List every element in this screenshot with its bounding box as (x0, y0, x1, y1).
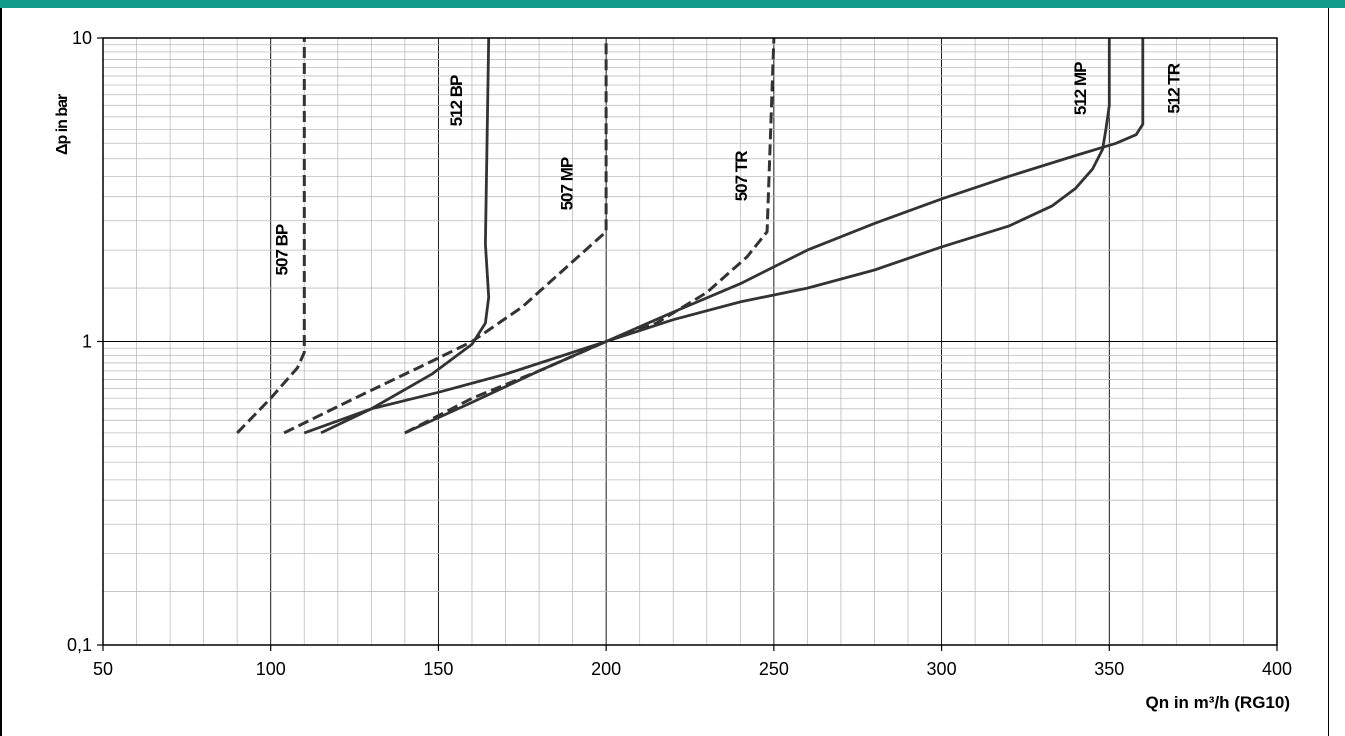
series-label: 507 BP (273, 224, 292, 275)
y-tick-label: 10 (72, 28, 92, 48)
series-line (320, 37, 491, 435)
series-label: 507 MP (558, 157, 577, 210)
series-label: 507 TR (732, 151, 751, 201)
series-labels: 507 BP 512 BP 507 MP 507 TR 512 MP 512 TR (273, 62, 1184, 276)
y-tick-label: 0,1 (67, 635, 92, 655)
series-line (404, 37, 776, 435)
series-line (283, 38, 608, 435)
series-group (236, 37, 1145, 435)
series-line (303, 38, 1111, 435)
x-tick-label: 150 (423, 659, 453, 679)
header-bar (0, 0, 1345, 8)
grid (103, 38, 1277, 645)
x-tick-label: 250 (759, 659, 789, 679)
x-tick-label: 300 (927, 659, 957, 679)
x-tick-label: 400 (1262, 659, 1292, 679)
x-tick-label: 350 (1094, 659, 1124, 679)
series-label: 512 TR (1165, 63, 1184, 113)
right-border (1328, 8, 1329, 736)
y-axis-title: Δp in bar (54, 94, 71, 155)
series-line (404, 38, 1145, 435)
x-axis-title: Qn in m³/h (RG10) (1146, 693, 1291, 712)
x-tick-label: 200 (591, 659, 621, 679)
x-tick-label: 50 (93, 659, 113, 679)
series-line (236, 38, 306, 434)
series-label: 512 MP (1071, 62, 1090, 115)
x-tick-label: 100 (256, 659, 286, 679)
series-label: 512 BP (447, 75, 466, 126)
axes: 50 100 150 200 250 300 350 400 0,1 1 10 (67, 28, 1292, 679)
y-tick-label: 1 (82, 332, 92, 352)
left-border (0, 8, 2, 736)
